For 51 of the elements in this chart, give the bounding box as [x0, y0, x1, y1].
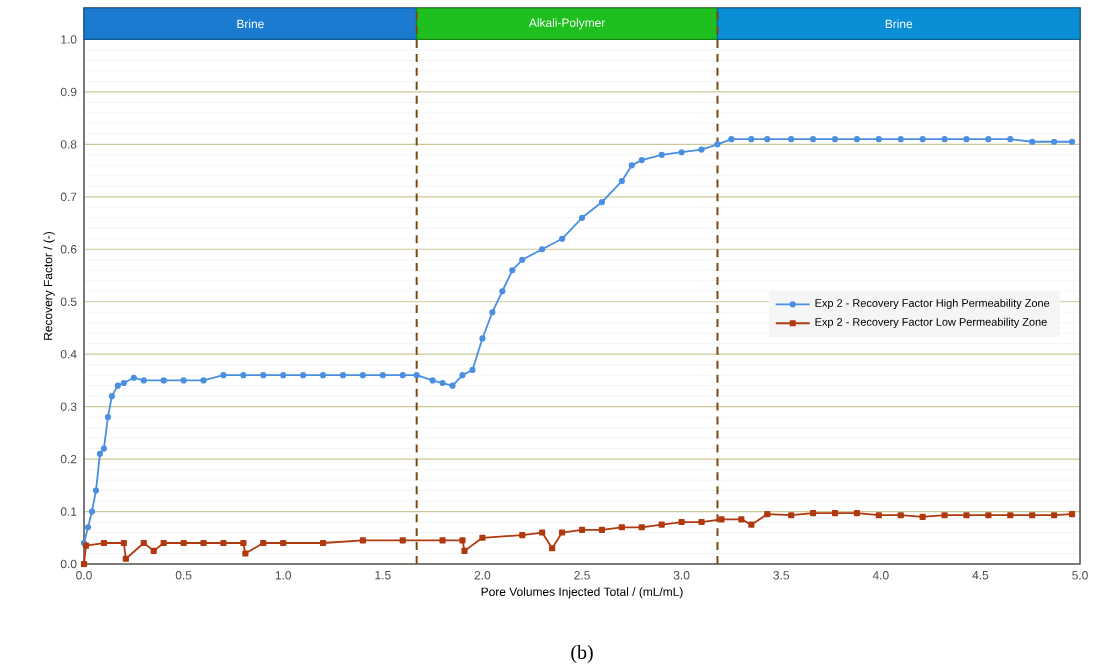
point	[479, 534, 486, 541]
point	[280, 539, 287, 547]
point	[1007, 512, 1014, 519]
point	[941, 512, 948, 519]
point	[963, 512, 970, 519]
point	[919, 513, 926, 520]
point	[598, 526, 606, 533]
point	[80, 560, 88, 568]
point	[831, 510, 839, 517]
point	[461, 547, 468, 554]
text: (b)	[571, 644, 593, 664]
point	[242, 550, 249, 557]
point	[578, 526, 586, 533]
point	[875, 512, 882, 519]
point	[260, 539, 267, 547]
point	[718, 516, 725, 523]
point	[549, 545, 556, 552]
point	[1051, 512, 1058, 519]
point	[764, 511, 771, 518]
point	[638, 524, 645, 531]
point	[150, 547, 157, 554]
point	[618, 524, 625, 531]
point	[120, 539, 127, 547]
point	[220, 539, 227, 547]
point	[897, 512, 904, 519]
point	[399, 537, 406, 544]
point	[1068, 511, 1076, 518]
point	[100, 539, 108, 547]
point	[240, 539, 247, 547]
point	[678, 518, 685, 526]
point	[738, 516, 745, 523]
point	[809, 510, 817, 517]
point	[788, 512, 795, 519]
point	[853, 510, 860, 517]
point	[359, 537, 366, 544]
point	[160, 539, 167, 547]
point	[439, 537, 446, 544]
point	[319, 539, 327, 547]
point	[1029, 512, 1036, 519]
point	[200, 539, 207, 547]
point	[698, 518, 705, 526]
point	[748, 521, 755, 528]
point	[122, 555, 129, 562]
point	[559, 529, 566, 536]
point	[985, 512, 992, 519]
point	[539, 529, 546, 536]
point	[180, 539, 187, 547]
point	[140, 539, 147, 547]
point	[658, 521, 665, 528]
point	[519, 532, 526, 539]
point	[459, 537, 466, 544]
